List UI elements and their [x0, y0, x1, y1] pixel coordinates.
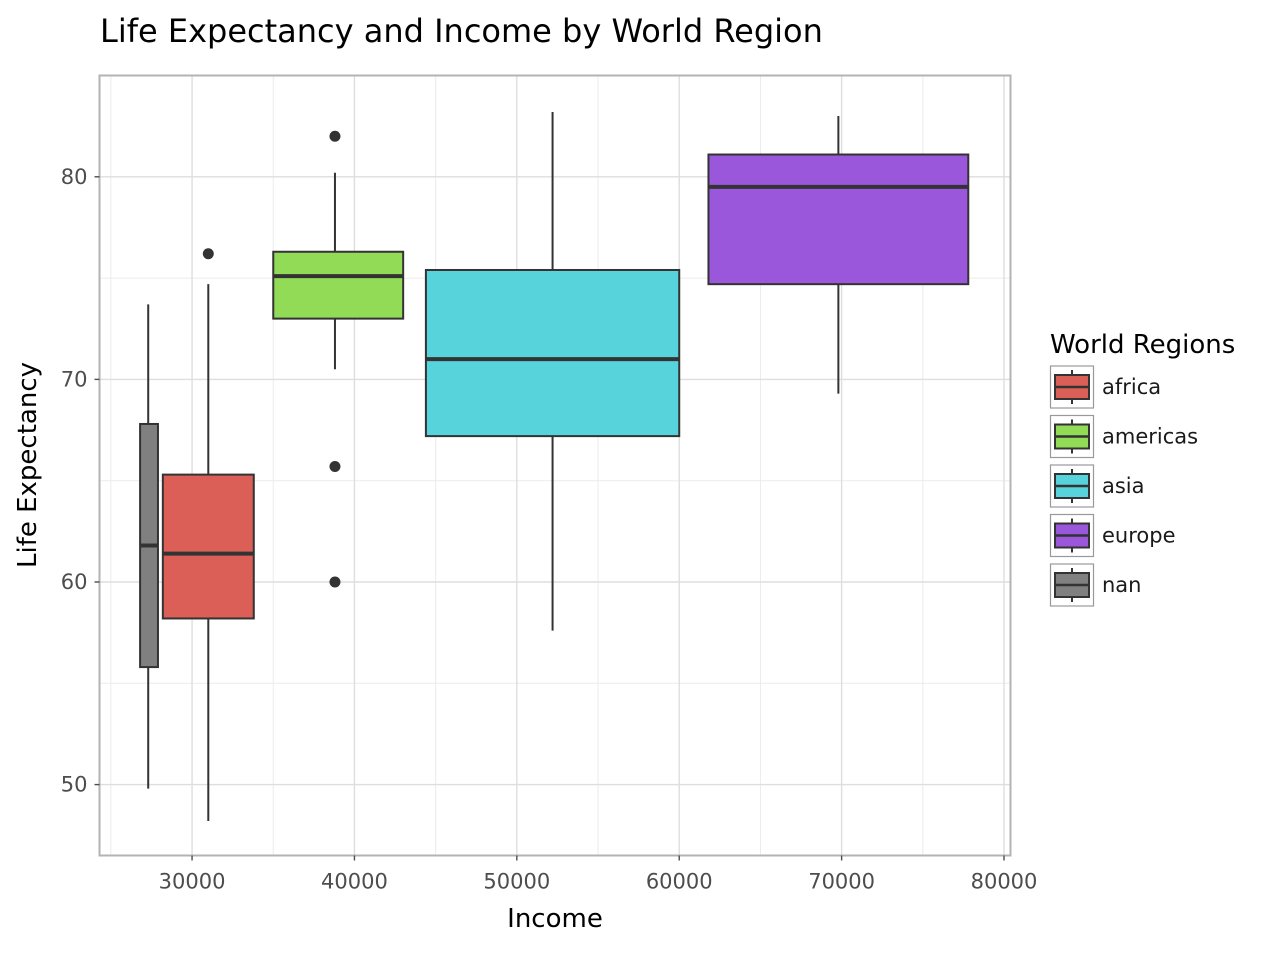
box-nan: [139, 304, 159, 789]
box-body: [161, 473, 255, 620]
y-tick-label: 50: [61, 773, 88, 797]
x-tick-label: 80000: [971, 870, 1038, 894]
outlier-point: [202, 248, 214, 260]
box-body: [707, 153, 970, 286]
x-axis-title: Income: [507, 904, 603, 934]
legend: World Regions africa americas asia europe na…: [1049, 330, 1235, 607]
y-tick-label: 80: [61, 165, 88, 189]
y-axis-title: Life Expectancy: [13, 362, 43, 568]
outlier-point: [329, 576, 341, 588]
x-tick-label: 70000: [808, 870, 875, 894]
legend-item-africa: africa: [1049, 365, 1161, 409]
legend-title: World Regions: [1050, 330, 1235, 360]
x-tick-label: 50000: [483, 870, 550, 894]
y-tick-label: 70: [61, 367, 88, 391]
legend-label: africa: [1102, 375, 1161, 399]
legend-label: nan: [1102, 573, 1142, 597]
box-africa: [161, 248, 255, 822]
x-axis-ticks: 30000 40000 50000 60000 70000 80000: [159, 855, 1038, 894]
box-europe: [707, 116, 970, 394]
plot-panel-border: [98, 74, 1012, 857]
legend-label: europe: [1102, 524, 1176, 548]
x-tick-label: 40000: [321, 870, 388, 894]
y-tick-label: 60: [61, 570, 88, 594]
outlier-point: [329, 461, 341, 473]
legend-label: asia: [1102, 474, 1145, 498]
legend-item-europe: europe: [1049, 513, 1176, 558]
legend-items: africa americas asia europe nan: [1049, 365, 1198, 607]
legend-item-nan: nan: [1049, 563, 1142, 607]
x-tick-label: 30000: [159, 870, 226, 894]
legend-item-americas: americas: [1049, 414, 1198, 459]
box-americas: [272, 130, 405, 588]
x-tick-label: 60000: [646, 870, 713, 894]
box-body: [424, 268, 681, 438]
outlier-point: [329, 130, 341, 142]
legend-item-asia: asia: [1049, 464, 1145, 508]
legend-label: americas: [1102, 425, 1198, 449]
box-body: [272, 250, 405, 320]
chart-title: Life Expectancy and Income by World Regi…: [100, 12, 823, 50]
box-asia: [424, 111, 681, 631]
box-series: [139, 111, 970, 822]
y-axis-ticks: 50 60 70 80: [61, 165, 100, 797]
